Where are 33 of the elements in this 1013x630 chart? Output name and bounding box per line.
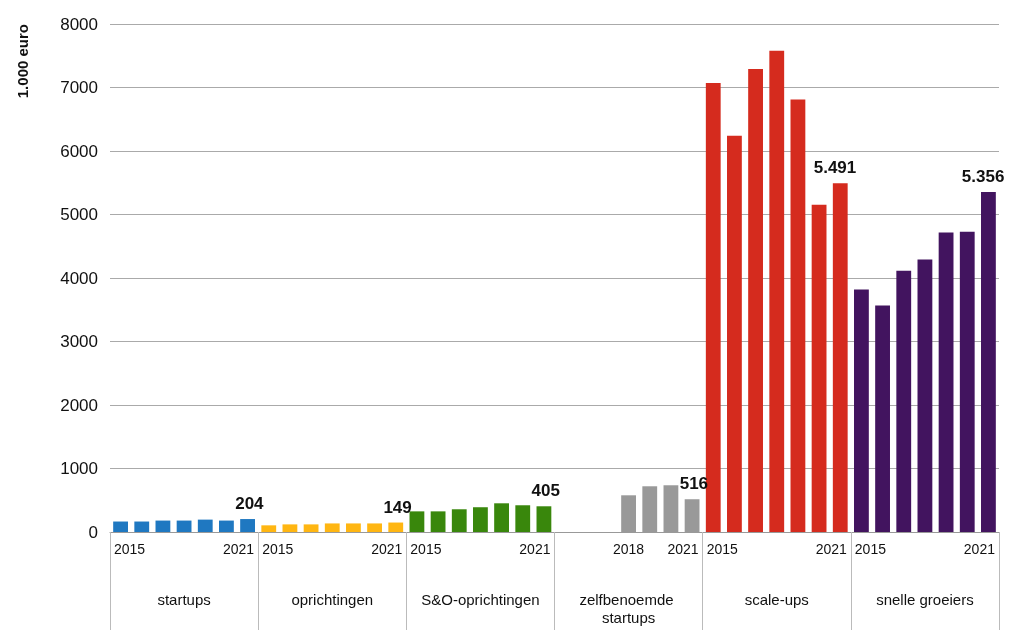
y-tick-label: 3000 [60, 332, 98, 351]
text: scale-ups [744, 590, 809, 608]
data-label: 5.491 [813, 158, 857, 178]
text: zelfbenoemde startups [579, 590, 678, 626]
text: startups [157, 590, 211, 608]
text: S&O-oprichtingen [421, 590, 540, 608]
x-tick-label: 2021 [963, 541, 996, 557]
y-tick-label: 7000 [60, 78, 98, 97]
data-label: 149 [383, 497, 412, 517]
y-tick-label: 6000 [60, 141, 98, 161]
x-tick-label: 2015 [410, 541, 442, 557]
x-tick-label: 2015 [114, 541, 146, 557]
x-tick-label: 2021 [519, 541, 551, 557]
x-tick-label: 2018 [613, 541, 645, 557]
x-tick-label: 2015 [262, 541, 294, 557]
x-tick-label: 2015 [854, 541, 887, 557]
data-label: 5.356 [961, 166, 1005, 186]
text: oprichtingen [291, 590, 374, 608]
y-tick-label: 0 [88, 522, 98, 542]
x-tick-label: 2021 [371, 541, 403, 557]
y-axis-title: 1.000 euro [14, 24, 31, 99]
y-tick-label: 1000 [60, 459, 98, 478]
data-label: 204 [235, 494, 265, 514]
y-tick-label: 8000 [60, 14, 98, 34]
x-tick-label: 2021 [667, 541, 699, 557]
x-tick-label: 2021 [815, 541, 848, 557]
y-tick-label: 2000 [60, 395, 98, 415]
data-label: 405 [531, 481, 560, 501]
y-tick-label: 5000 [60, 205, 98, 224]
x-tick-label: 2021 [223, 541, 255, 557]
x-tick-label: 2015 [706, 541, 739, 557]
y-tick-label: 4000 [60, 268, 98, 288]
text: snelle groeiers [876, 590, 974, 608]
